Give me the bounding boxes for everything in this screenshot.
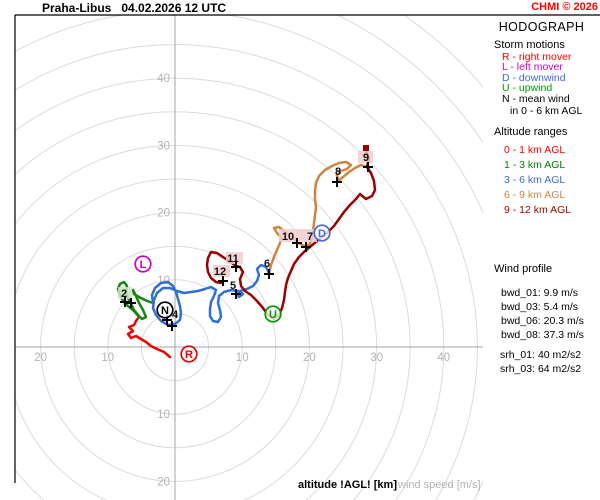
trace-6-9kmAGL (267, 160, 369, 275)
km-label-2: 2 (121, 288, 127, 300)
bwd-03: bwd_03: 5.4 m/s (501, 301, 579, 313)
wind-speed-axis-label: wind speed [m/s] (398, 479, 481, 491)
km-label-8: 8 (335, 166, 341, 178)
legend-mean-wind: N - mean wind (502, 92, 570, 105)
legend-right-mover: R - right mover (502, 51, 572, 63)
altitude-axis-label: altitude !AGL! [km] (298, 479, 397, 491)
svg-text:D: D (318, 228, 326, 240)
srh-01: srh_01: 40 m2/s2 (500, 349, 582, 361)
range-1-3km: 1 - 3 km AGL (504, 159, 566, 171)
svg-text:20: 20 (157, 208, 170, 220)
range-0-1km: 0 - 1 km AGL (504, 144, 566, 156)
altitude-ranges-legend: 0 - 1 km AGL 1 - 3 km AGL 3 - 6 km AGL 6… (504, 143, 571, 218)
svg-text:40: 40 (437, 352, 450, 364)
srh-03: srh_03: 64 m2/s2 (500, 363, 582, 375)
copyright-text: CHMI © 2026 (531, 1, 598, 13)
km-label-6: 6 (264, 258, 270, 270)
storm-motions-legend: R - right mover L - left mover D - downw… (502, 51, 572, 105)
trace-0-1kmAGL (126, 315, 172, 359)
svg-text:30: 30 (157, 140, 170, 152)
svg-text:R: R (185, 349, 193, 361)
storm-marker-D: D (313, 224, 331, 242)
km-label-10: 10 (282, 231, 294, 243)
srh-values: srh_01: 40 m2/s2 srh_03: 64 m2/s2 (500, 348, 581, 376)
storm-marker-N: N (156, 301, 174, 319)
range-6-9km: 6 - 9 km AGL (504, 189, 566, 201)
bwd-values: bwd_01: 9.9 m/s bwd_03: 5.4 m/s bwd_06: … (501, 286, 584, 342)
svg-text:10: 10 (157, 409, 170, 421)
storm-marker-L: L (134, 255, 152, 273)
legend-upwind: U - upwind (502, 82, 553, 95)
km-label-9: 9 (363, 152, 369, 164)
storm-marker-R: R (180, 345, 198, 363)
trace-9-12kmAGL (205, 149, 377, 321)
svg-text:30: 30 (370, 352, 383, 364)
polar-grid (15, 15, 483, 500)
axis-tick-labels: 10 20 10 20 30 40 10 20 30 40 10 20 (34, 73, 450, 488)
svg-text:N: N (161, 305, 169, 317)
legend-downwind: D - downwind (502, 71, 566, 84)
svg-text:L: L (140, 259, 147, 271)
km-label-5: 5 (230, 280, 236, 292)
storm-motions-heading: Storm motions (494, 39, 565, 51)
km-label-12: 12 (214, 266, 226, 278)
svg-text:20: 20 (34, 352, 47, 364)
mean-wind-note: in 0 - 6 km AGL (510, 105, 583, 117)
svg-text:U: U (269, 309, 277, 321)
svg-text:10: 10 (101, 352, 114, 364)
page-title: Praha-Libus 04.02.2026 12 UTC (42, 1, 227, 15)
panel-title: HODOGRAPH (498, 20, 585, 34)
wind-profile-heading: Wind profile (494, 263, 553, 275)
km-label-7: 7 (307, 231, 313, 243)
range-3-6km: 3 - 6 km AGL (504, 174, 566, 186)
bwd-06: bwd_06: 20.3 m/s (501, 315, 584, 327)
label-halo (118, 287, 132, 299)
altitude-ranges-heading: Altitude ranges (494, 126, 568, 138)
svg-text:10: 10 (236, 352, 249, 364)
legend-left-mover: L - left mover (502, 61, 563, 74)
bwd-08: bwd_08: 37.3 m/s (501, 329, 584, 341)
label-halo (279, 229, 317, 242)
svg-text:40: 40 (157, 73, 170, 85)
trace-3-6kmAGL (150, 263, 271, 327)
label-halo (358, 151, 373, 163)
bwd-01: bwd_01: 9.9 m/s (501, 287, 579, 299)
label-halo (226, 252, 243, 264)
svg-text:20: 20 (303, 352, 316, 364)
km-label-4: 4 (172, 309, 179, 321)
km-label-11: 11 (227, 253, 239, 265)
storm-marker-U: U (264, 305, 282, 323)
range-9-12km: 9 - 12 km AGL (504, 204, 572, 216)
label-halo (213, 265, 230, 277)
svg-text:20: 20 (157, 476, 170, 488)
trace-end-square (363, 145, 369, 151)
